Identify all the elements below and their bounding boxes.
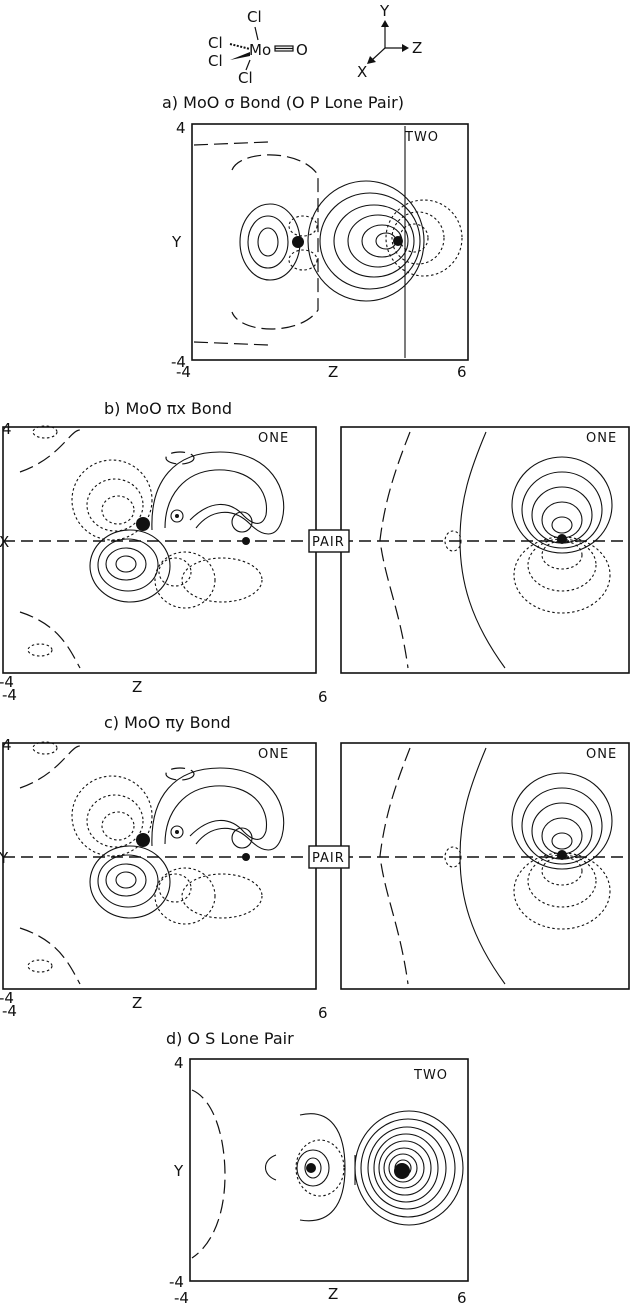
- panel-b-ylabel: X: [0, 533, 9, 551]
- panel-a-ylabel: Y: [171, 233, 182, 251]
- panel-b-x-left: -4: [2, 686, 17, 704]
- axis-key-y: Y: [379, 2, 390, 20]
- atom-cl-left-upper: Cl: [208, 34, 223, 52]
- panel-a-x-left: -4: [176, 363, 191, 381]
- panel-d-title: d) O S Lone Pair: [166, 1029, 294, 1048]
- panel-d: d) O S Lone Pair TWO 4 -4 Y -4 Z 6: [166, 1029, 469, 1307]
- panel-c-pair: PAIR: [312, 851, 345, 866]
- panel-a-x-right: 6: [457, 363, 467, 381]
- panel-a: a) MoO σ Bond (O P Lone Pair) TWO 4 -4 Y…: [162, 93, 469, 381]
- panel-a-contours: [193, 126, 463, 358]
- panel-c-y-top: 4: [2, 736, 12, 754]
- panel-c-pair-box: [308, 845, 350, 869]
- panel-b: b) MoO πx Bond ONE ONE PAIR 4 -4 X -4 Z …: [0, 399, 630, 706]
- panel-d-frame: [189, 1058, 469, 1282]
- panel-c-ylabel: Y: [0, 849, 9, 867]
- panel-b-left-frame: [2, 426, 317, 674]
- panel-b-pair: PAIR: [312, 535, 345, 550]
- panel-c-tag-left: ONE: [258, 747, 289, 762]
- panel-d-x-right: 6: [457, 1289, 467, 1307]
- panel-b-y-top: 4: [2, 420, 12, 438]
- atom-cl-bottom: Cl: [238, 69, 253, 87]
- panel-c: c) MoO πy Bond ONE ONE PAIR 4 -4 Y -4 Z …: [0, 713, 630, 1022]
- panel-a-y-top: 4: [176, 119, 186, 137]
- panel-a-y-bottom: -4: [171, 353, 186, 371]
- panel-d-y-bottom: -4: [169, 1273, 184, 1291]
- panel-c-contours: [19, 741, 613, 985]
- atom-o: O: [296, 41, 308, 59]
- panel-a-xlabel: Z: [328, 363, 338, 381]
- panel-b-contours: [19, 425, 613, 669]
- axis-key-z: Z: [412, 39, 422, 57]
- panel-b-y-bottom: -4: [0, 673, 14, 691]
- panel-d-x-left: -4: [174, 1289, 189, 1307]
- panel-a-tag: TWO: [404, 130, 439, 145]
- panel-b-x-right: 6: [318, 688, 328, 706]
- panel-c-x-right: 6: [318, 1004, 328, 1022]
- atom-cl-left-lower: Cl: [208, 52, 223, 70]
- panel-c-x-left: -4: [2, 1002, 17, 1020]
- panel-c-y-bottom: -4: [0, 989, 14, 1007]
- panel-b-tag-right: ONE: [586, 431, 617, 446]
- molecule-sketch: Cl Cl Cl Cl Mo O: [208, 8, 308, 87]
- panel-d-contours: [191, 1089, 464, 1259]
- panel-b-title: b) MoO πx Bond: [104, 399, 232, 418]
- panel-c-title: c) MoO πy Bond: [104, 713, 231, 732]
- panel-b-pair-box: [308, 529, 350, 553]
- panel-c-tag-right: ONE: [586, 747, 617, 762]
- panel-c-xlabel: Z: [132, 994, 142, 1012]
- axis-key-x: X: [357, 63, 367, 81]
- coordinate-axes-key: Y Z X: [357, 2, 422, 81]
- panel-d-ylabel: Y: [173, 1162, 184, 1180]
- panel-d-tag: TWO: [413, 1068, 448, 1083]
- panel-d-xlabel: Z: [328, 1285, 338, 1303]
- panel-b-tag-left: ONE: [258, 431, 289, 446]
- panel-b-xlabel: Z: [132, 678, 142, 696]
- panel-a-frame: [191, 123, 469, 361]
- panel-d-y-top: 4: [174, 1054, 184, 1072]
- panel-c-left-frame: [2, 742, 317, 990]
- atom-cl-top: Cl: [247, 8, 262, 26]
- panel-a-title: a) MoO σ Bond (O P Lone Pair): [162, 93, 404, 112]
- atom-mo: Mo: [249, 41, 271, 59]
